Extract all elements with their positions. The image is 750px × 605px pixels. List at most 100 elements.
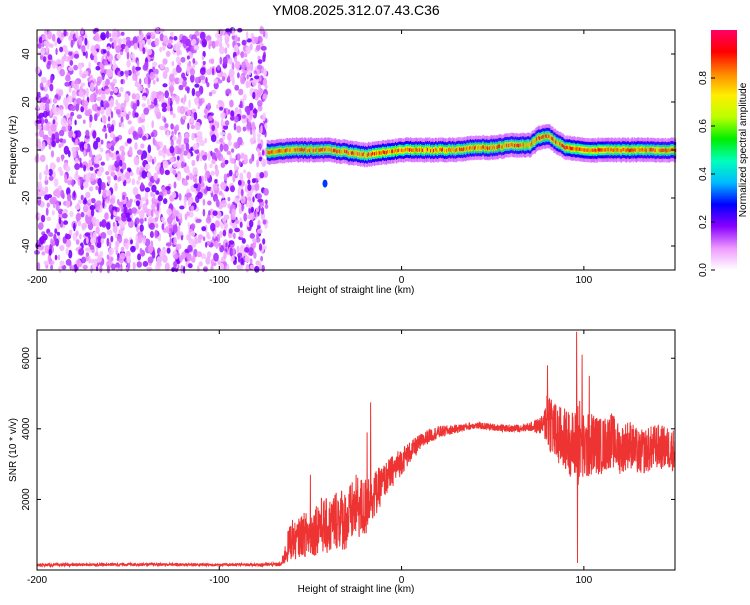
noise-blob [211, 40, 216, 49]
ridge-cell [280, 149, 283, 153]
noise-blob [66, 193, 72, 201]
noise-blob [92, 140, 99, 150]
noise-blob [90, 198, 96, 204]
ridge-cell [559, 142, 561, 146]
noise-blob [192, 62, 196, 69]
noise-blob [259, 263, 262, 271]
snr-x-label: Height of straight line (km) [298, 584, 415, 595]
ridge-cell [385, 150, 387, 154]
noise-blob [112, 222, 116, 227]
noise-blob [162, 83, 168, 88]
noise-blob [142, 203, 148, 212]
ridge-cell [491, 145, 493, 149]
noise-blob [110, 214, 114, 220]
ridge-cell [380, 151, 382, 155]
noise-blob [148, 216, 153, 225]
noise-blob [106, 222, 111, 230]
ridge-cell [585, 148, 587, 152]
noise-blob [181, 144, 185, 152]
noise-blob [100, 161, 106, 166]
ridge-cell [637, 147, 639, 152]
ridge-cell [665, 148, 668, 153]
noise-blob [256, 228, 263, 234]
noise-blob [219, 143, 224, 152]
noise-blob [104, 212, 109, 221]
noise-blob [176, 155, 180, 161]
noise-blob [136, 60, 140, 67]
ridge-cell [271, 150, 274, 154]
noise-blob [91, 216, 97, 224]
noise-blob [110, 97, 114, 106]
noise-blob [256, 44, 261, 51]
spectrogram-heatmap [34, 25, 677, 274]
noise-blob [117, 171, 122, 177]
ridge-cell [529, 144, 531, 148]
noise-blob [68, 249, 73, 259]
noise-blob [150, 191, 154, 198]
ridge-cell [642, 148, 644, 152]
noise-blob [211, 159, 216, 165]
noise-blob [54, 39, 58, 47]
noise-blob [151, 184, 157, 193]
noise-blob [178, 77, 184, 84]
noise-blob [154, 139, 157, 147]
ridge-cell [625, 148, 627, 153]
noise-blob [249, 233, 255, 239]
noise-blob [100, 32, 106, 41]
noise-blob [260, 201, 265, 208]
ridge-cell [351, 151, 354, 155]
noise-blob [185, 142, 190, 151]
noise-blob [158, 235, 161, 242]
noise-blob [59, 46, 64, 53]
ridge-cell [401, 148, 403, 152]
y-tick-label: 40 [21, 48, 32, 60]
x-tick-label: 100 [576, 575, 593, 586]
noise-blob [115, 45, 121, 54]
ridge-cell [287, 149, 290, 153]
noise-blob [231, 208, 236, 218]
noise-blob [82, 264, 88, 270]
ridge-cell [432, 148, 434, 152]
noise-blob [63, 29, 67, 37]
noise-blob [55, 58, 62, 65]
ridge-cell [342, 149, 345, 153]
noise-blob [237, 255, 241, 263]
noise-blob [220, 112, 226, 119]
noise-blob [55, 202, 60, 211]
ridge-cell [634, 148, 636, 152]
noise-blob [166, 247, 171, 254]
ridge-cell [482, 145, 484, 149]
noise-blob [105, 189, 112, 198]
noise-blob [257, 104, 263, 112]
noise-blob [190, 223, 196, 230]
noise-blob [121, 122, 125, 128]
ridge-cell [601, 148, 603, 152]
noise-blob [162, 254, 168, 263]
noise-blob [131, 207, 138, 214]
noise-blob [173, 236, 177, 246]
noise-blob [141, 103, 146, 108]
ridge-cell [335, 149, 338, 154]
noise-blob [246, 108, 251, 116]
noise-blob [109, 152, 114, 158]
noise-blob [61, 45, 68, 52]
ridge-cell [599, 148, 601, 152]
ridge-cell [558, 142, 560, 146]
noise-blob [101, 219, 107, 228]
noise-blob [174, 77, 181, 85]
noise-blob [177, 147, 182, 155]
ridge-cell [465, 147, 467, 152]
noise-blob [249, 158, 253, 165]
noise-blob [96, 80, 101, 86]
noise-blob [92, 104, 95, 111]
ridge-cell [404, 148, 406, 152]
noise-blob [250, 206, 255, 213]
noise-blob [41, 86, 44, 91]
ridge-cell [476, 146, 478, 150]
ridge-cell [295, 147, 298, 152]
noise-blob [128, 111, 131, 116]
ridge-cell [352, 152, 355, 156]
noise-blob [99, 106, 105, 115]
noise-blob [146, 48, 153, 56]
noise-blob [80, 194, 84, 201]
